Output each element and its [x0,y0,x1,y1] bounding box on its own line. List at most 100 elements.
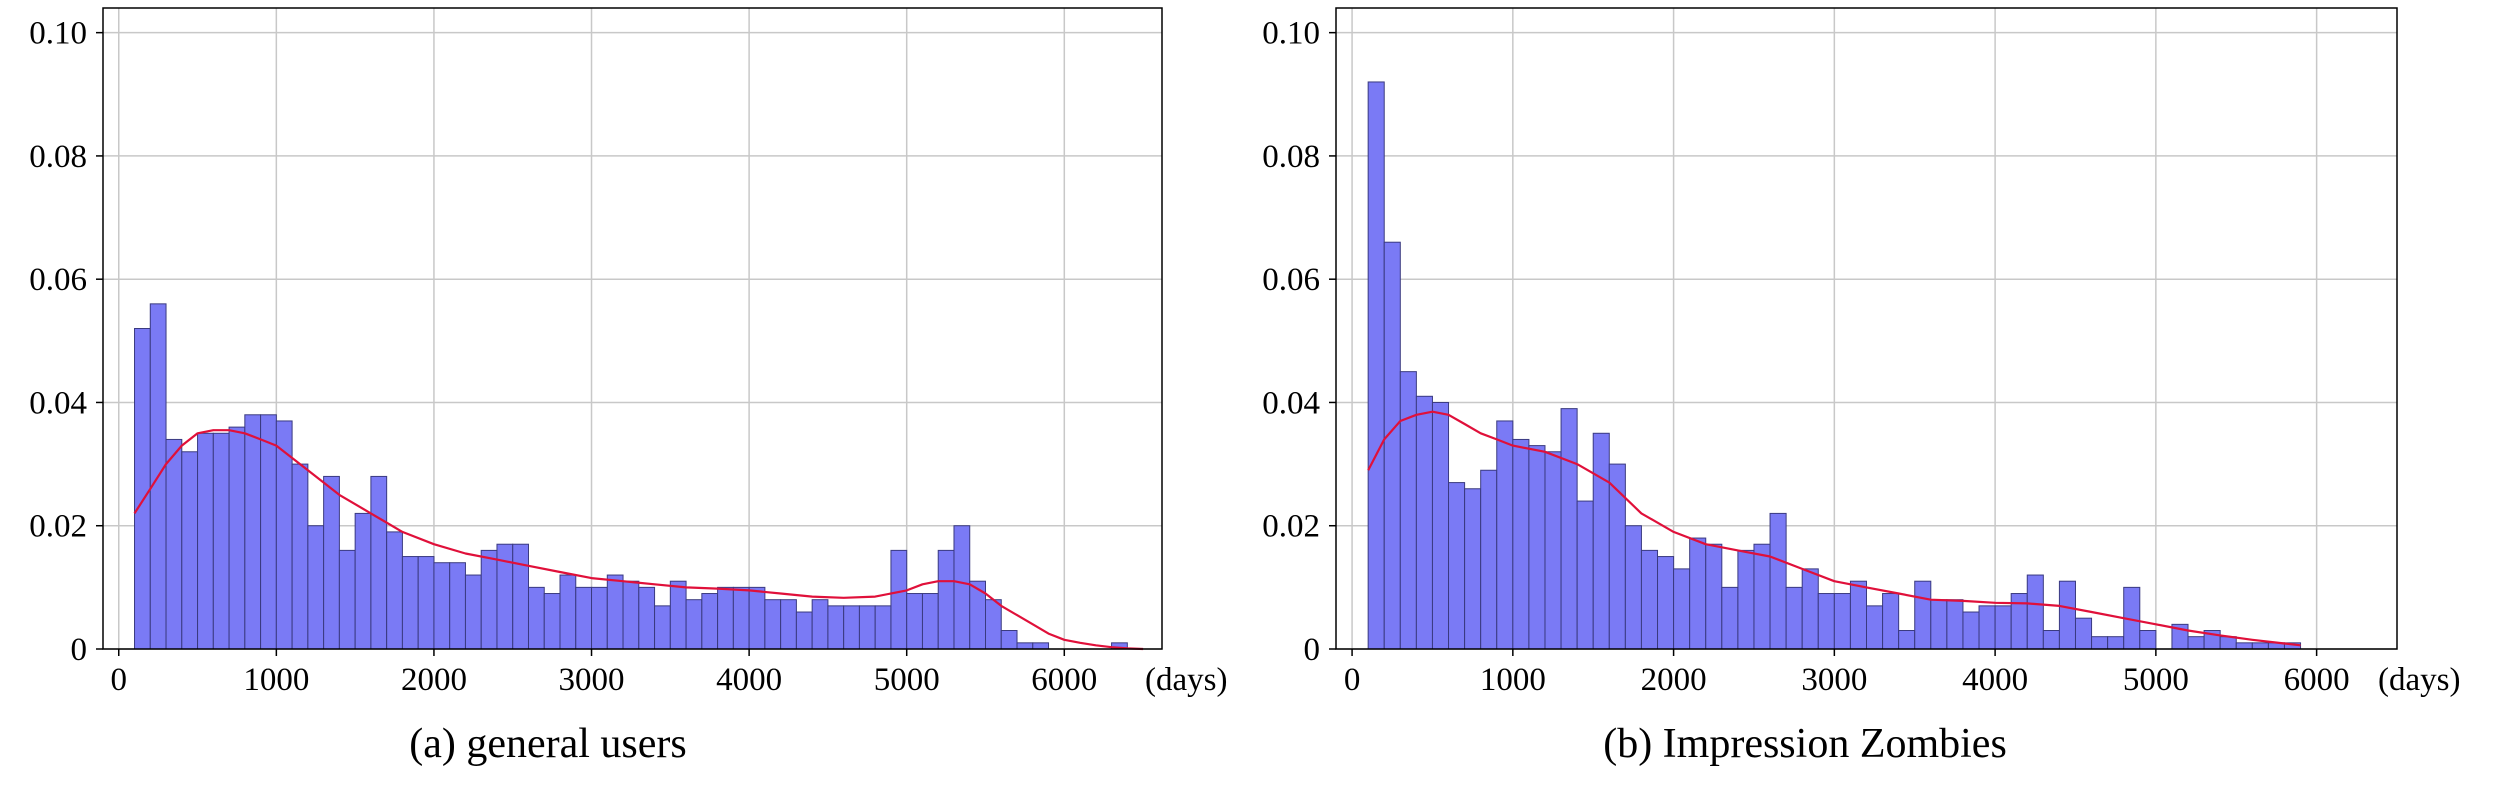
histogram-bar [874,605,892,650]
histogram-bar [1383,241,1401,650]
histogram-bar [606,574,624,650]
grid [103,8,1162,650]
histogram-bar [559,574,577,650]
histogram-bar [1000,630,1018,650]
histogram-bar [780,599,797,650]
histogram-bar [1946,599,1964,650]
histogram-bar [1576,500,1594,650]
histogram-bar [1560,408,1578,650]
kde-curve [133,429,1144,651]
x-tick-label: 0 [111,662,128,698]
histogram-bar [323,475,340,650]
x-tick-label: 2000 [401,662,467,698]
histogram-bar [1496,420,1514,650]
histogram-bar [575,586,593,650]
histogram-bar [795,611,813,650]
histogram-bar [1399,371,1417,650]
y-tick-label: 0 [71,632,88,668]
x-axis-unit: (days) [1145,662,1227,698]
histogram-bar [338,549,356,650]
histogram-bar [197,432,214,650]
plot-frame [102,7,1163,650]
histogram-bar [985,599,1002,650]
histogram-bar [2139,630,2157,650]
y-axis-ticks: 0 0.02 0.04 0.06 0.08 0.10 [29,16,103,668]
histogram-bar [1817,593,1835,650]
histogram-bar [1705,543,1723,650]
x-tick-label: 3000 [559,662,625,698]
histogram-bar [228,426,246,650]
histogram-bar [1833,593,1851,650]
y-tick-label: 0.04 [29,385,87,421]
histogram-bar [2026,574,2044,650]
x-axis-unit: (days) [2378,662,2460,698]
histogram-bar [527,586,545,650]
histogram-bar [1415,395,1433,650]
histogram-bar [843,605,860,650]
histogram-bar [1673,568,1691,650]
histogram-bar [953,525,971,650]
histogram-bar [134,328,151,650]
histogram-bar [260,414,277,650]
x-tick-label: 0 [1344,662,1361,698]
x-tick-label: 3000 [1801,662,1867,698]
y-axis-ticks: 0 0.02 0.04 0.06 0.08 0.10 [1262,16,1336,668]
histogram-bar [165,438,183,650]
histogram-bar [1785,586,1803,650]
histogram-bar [512,543,529,650]
histogram-bar [2010,593,2028,650]
histogram-bar [417,556,435,650]
histogram-bar [2042,630,2060,650]
histogram-bar [827,605,845,650]
histogram-bar [748,586,766,650]
x-tick-label: 1000 [1480,662,1546,698]
chart-title: (a) general users [409,721,687,767]
histogram-bar [1657,556,1675,650]
histogram-bar [1592,432,1610,650]
histogram-bar [1978,605,1996,650]
histogram-bar [811,599,829,650]
histogram-bar [1994,605,2012,650]
histogram-bar [1801,568,1819,650]
histogram-bar [1866,605,1884,650]
histogram-bar [1431,401,1450,650]
y-tick-label: 0.10 [29,16,87,52]
histogram-bar [2074,617,2093,650]
histogram-bar [244,414,262,650]
histogram-bar [1737,549,1755,650]
y-tick-label: 0.04 [1262,385,1320,421]
x-tick-label: 5000 [874,662,940,698]
x-axis-ticks: 0 1000 2000 3000 4000 5000 6000 [111,649,1097,698]
histogram-bar [1962,611,1980,650]
histogram-bar [1624,525,1642,650]
histogram-bar [1914,580,1932,650]
histogram-bar [449,562,466,650]
histogram-bar [1689,537,1707,650]
histogram-bar [2219,636,2237,650]
histogram-bar [2058,580,2076,650]
histogram-bar [1464,488,1482,650]
histogram-bar [543,593,561,650]
histogram-bar [2091,636,2109,650]
histogram-bar [2251,642,2269,650]
histogram-bar [1016,642,1034,650]
histogram-bar [1769,512,1787,650]
histogram-bar [1544,451,1562,650]
y-tick-label: 0.06 [1262,262,1320,298]
histogram-bar [370,475,388,650]
histogram-bar [1032,642,1050,650]
histogram-bar [401,556,419,650]
histogram-bar [1528,445,1546,650]
histogram-bar [464,574,482,650]
histogram-bar [2187,636,2205,650]
histogram-bar [858,605,876,650]
histogram-bar [1448,482,1466,650]
y-tick-label: 0.02 [1262,509,1320,545]
x-tick-label: 4000 [716,662,782,698]
y-tick-label: 0.10 [1262,16,1320,52]
kde-curve [1367,410,2301,647]
histogram-bar [386,531,403,650]
x-tick-label: 1000 [243,662,309,698]
histogram-bar [307,525,325,650]
